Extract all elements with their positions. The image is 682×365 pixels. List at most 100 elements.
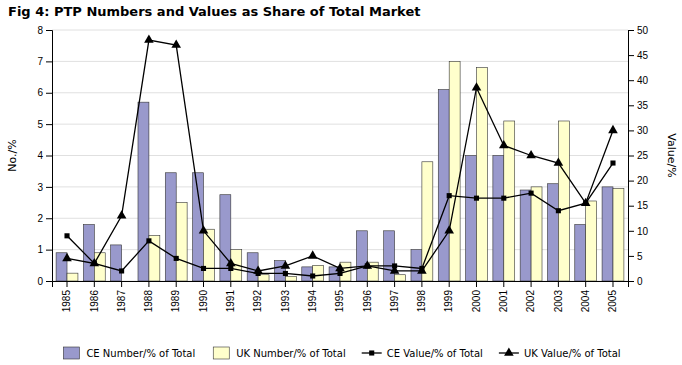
tick-mark xyxy=(46,187,52,188)
tick-mark xyxy=(203,281,204,287)
bar xyxy=(83,225,94,281)
tick-label: 15 xyxy=(637,200,649,211)
tick-mark xyxy=(503,281,504,287)
tick-mark xyxy=(230,281,231,287)
tick-label: 30 xyxy=(637,125,649,136)
tick: 1999 xyxy=(443,281,454,312)
legend-label: UK Value/% of Total xyxy=(524,348,621,359)
axis-line xyxy=(629,31,635,282)
tick: 1998 xyxy=(416,281,427,312)
bar xyxy=(602,187,613,281)
bar xyxy=(247,253,258,281)
tick: 20 xyxy=(628,175,649,186)
marker xyxy=(362,260,372,268)
marker xyxy=(201,266,206,271)
y-axis: 012345678 xyxy=(37,25,52,287)
tick-mark xyxy=(46,250,52,251)
tick: 4 xyxy=(37,150,52,161)
marker xyxy=(501,196,506,201)
marker xyxy=(310,273,315,278)
tick: 1986 xyxy=(89,281,100,312)
tick-mark xyxy=(340,281,341,287)
tick: 2 xyxy=(37,213,52,224)
tick-mark xyxy=(148,281,149,287)
tick-label: 1996 xyxy=(361,290,372,313)
marker xyxy=(199,225,209,233)
marker xyxy=(444,225,454,233)
tick: 2002 xyxy=(525,281,536,312)
tick-label: 1985 xyxy=(61,290,72,313)
marker xyxy=(226,258,236,266)
line xyxy=(67,40,613,271)
tick-label: 1992 xyxy=(252,290,263,313)
tick-label: 1999 xyxy=(443,290,454,313)
tick-mark xyxy=(449,281,450,287)
bar xyxy=(520,190,531,281)
tick-label: 25 xyxy=(637,150,649,161)
tick-mark xyxy=(46,281,52,282)
tick-label: 8 xyxy=(37,25,43,36)
tick-label: 1988 xyxy=(143,290,154,313)
marker xyxy=(529,191,534,196)
marker xyxy=(608,125,618,133)
tick-mark xyxy=(121,281,122,287)
title: Fig 4: PTP Numbers and Values as Share o… xyxy=(8,4,420,19)
marker xyxy=(447,193,452,198)
marker xyxy=(281,260,291,268)
marker xyxy=(417,265,427,273)
marker xyxy=(171,40,181,48)
tick: 8 xyxy=(37,25,52,36)
tick: 1 xyxy=(37,244,52,255)
marker xyxy=(337,271,342,276)
tick-label: 2003 xyxy=(553,290,564,313)
tick-mark xyxy=(628,206,634,207)
tick-label: 0 xyxy=(637,276,643,287)
tick-label: 1993 xyxy=(280,290,291,313)
tick-mark xyxy=(46,156,52,157)
grid-line xyxy=(52,61,628,62)
bar xyxy=(411,250,422,281)
tick-label: 20 xyxy=(637,175,649,186)
tick-label: 2001 xyxy=(498,290,509,313)
tick: 5 xyxy=(628,251,643,262)
legend-swatch xyxy=(63,347,79,359)
tick: 50 xyxy=(628,25,649,36)
tick-label: 1986 xyxy=(89,290,100,313)
tick-mark xyxy=(628,130,634,131)
tick: 2000 xyxy=(471,281,482,312)
tick-label: 3 xyxy=(37,182,43,193)
tick: 1997 xyxy=(389,281,400,312)
bar xyxy=(438,90,449,281)
tick-label: 1 xyxy=(37,244,43,255)
tick: 1988 xyxy=(143,281,154,312)
bar xyxy=(531,187,542,281)
marker xyxy=(146,238,151,243)
tick-mark xyxy=(46,218,52,219)
tick-mark xyxy=(46,30,52,31)
tick-mark xyxy=(628,231,634,232)
axis-line xyxy=(46,31,53,282)
tick: 0 xyxy=(37,276,52,287)
bar xyxy=(122,281,133,282)
tick-label: 5 xyxy=(37,119,43,130)
bar xyxy=(547,184,558,281)
bar xyxy=(165,173,176,281)
tick: 0 xyxy=(628,276,643,287)
bar xyxy=(575,225,586,281)
bar-series xyxy=(67,61,624,281)
tick: 1985 xyxy=(61,281,72,312)
tick-mark xyxy=(176,281,177,287)
marker xyxy=(474,196,479,201)
tick-label: 2004 xyxy=(580,290,591,313)
legend-label: UK Number/% of Total xyxy=(236,348,345,359)
tick-label: 1991 xyxy=(225,290,236,313)
y2-axis: 05101520253035404550 xyxy=(628,25,649,287)
tick-mark xyxy=(558,281,559,287)
legend-item: UK Value/% of Total xyxy=(499,347,621,358)
marker xyxy=(472,82,482,90)
tick: 10 xyxy=(628,226,649,237)
tick-mark xyxy=(628,30,634,31)
tick-mark xyxy=(394,281,395,287)
marker xyxy=(554,157,564,165)
bar xyxy=(449,61,460,281)
